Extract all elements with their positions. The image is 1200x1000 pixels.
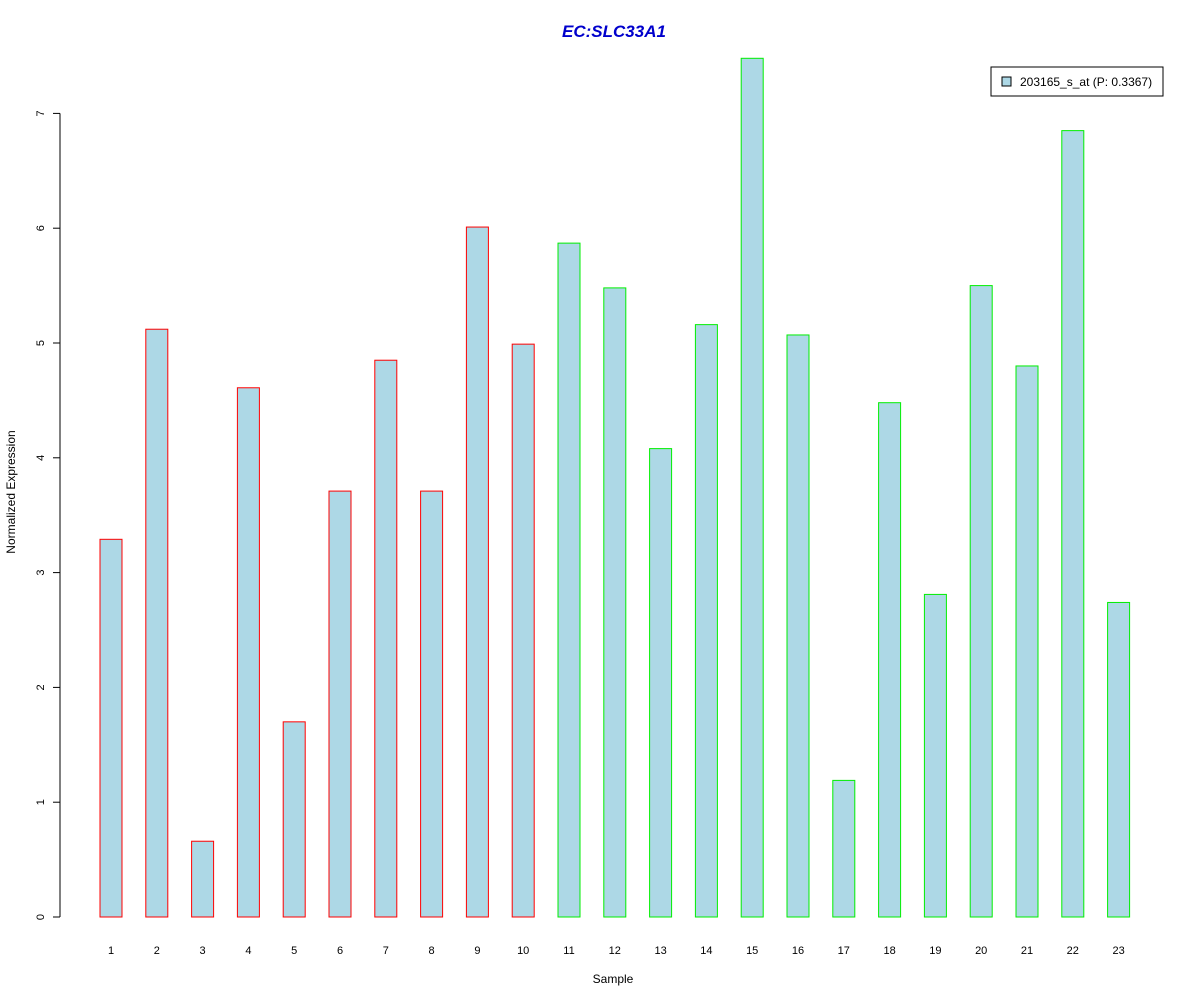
x-tick-label: 5 bbox=[291, 945, 297, 957]
bar-sample-13 bbox=[649, 448, 673, 918]
bar-sample-7 bbox=[374, 359, 398, 918]
bar-sample-17 bbox=[832, 779, 856, 918]
legend: 203165_s_at (P: 0.3367) bbox=[990, 66, 1164, 97]
bar-sample-21 bbox=[1015, 365, 1039, 918]
bar-sample-18 bbox=[878, 402, 902, 918]
x-axis: 1 2 3 4 5 6 7 8 9 10 11 12 13 14 15 16 17 18 19 20 21 22 23 bbox=[108, 945, 1125, 957]
bar-sample-3 bbox=[191, 840, 215, 918]
bar-sample-20 bbox=[969, 285, 993, 918]
y-tick-label: 1 bbox=[35, 799, 47, 805]
x-tick-label: 23 bbox=[1112, 945, 1124, 957]
x-tick-label: 11 bbox=[563, 945, 574, 957]
x-tick-label: 17 bbox=[838, 945, 850, 957]
bar-sample-11 bbox=[557, 242, 581, 918]
bar-sample-2 bbox=[145, 328, 169, 918]
bars bbox=[99, 57, 1131, 918]
x-tick-label: 14 bbox=[700, 945, 712, 957]
x-tick-label: 9 bbox=[474, 945, 480, 957]
bar-sample-9 bbox=[465, 226, 489, 918]
legend-box bbox=[990, 66, 1164, 97]
x-axis-title: Sample bbox=[593, 972, 634, 986]
x-tick-label: 6 bbox=[337, 945, 343, 957]
y-tick-label: 7 bbox=[35, 110, 47, 116]
legend-label: 203165_s_at (P: 0.3367) bbox=[1020, 75, 1152, 89]
bar-sample-22 bbox=[1061, 130, 1085, 918]
x-tick-label: 15 bbox=[746, 945, 758, 957]
x-tick-label: 13 bbox=[654, 945, 666, 957]
y-tick-label: 3 bbox=[35, 570, 47, 576]
x-tick-label: 3 bbox=[200, 945, 206, 957]
x-tick-label: 21 bbox=[1021, 945, 1033, 957]
bar-sample-8 bbox=[420, 490, 444, 918]
x-tick-label: 12 bbox=[609, 945, 621, 957]
y-tick-label: 6 bbox=[35, 225, 47, 231]
bar-sample-6 bbox=[328, 490, 352, 918]
y-tick-label: 5 bbox=[35, 340, 47, 346]
chart-title: EC:SLC33A1 bbox=[562, 22, 666, 41]
bar-sample-1 bbox=[99, 538, 123, 918]
legend-swatch bbox=[1001, 76, 1012, 87]
x-tick-label: 4 bbox=[245, 945, 251, 957]
x-tick-label: 2 bbox=[154, 945, 160, 957]
x-tick-label: 22 bbox=[1067, 945, 1079, 957]
bar-sample-4 bbox=[236, 387, 260, 918]
x-tick-label: 1 bbox=[108, 945, 114, 957]
y-axis-title: Normalized Expression bbox=[4, 430, 18, 553]
x-tick-label: 7 bbox=[383, 945, 389, 957]
bar-sample-5 bbox=[282, 721, 306, 918]
bar-sample-14 bbox=[694, 324, 718, 918]
bar-sample-16 bbox=[786, 334, 810, 918]
y-tick-label: 2 bbox=[35, 684, 47, 690]
x-tick-label: 16 bbox=[792, 945, 804, 957]
bar-sample-23 bbox=[1107, 601, 1131, 918]
y-tick-label: 0 bbox=[35, 914, 47, 920]
bar-sample-12 bbox=[603, 287, 627, 918]
bar-sample-19 bbox=[923, 593, 947, 918]
x-tick-label: 10 bbox=[517, 945, 529, 957]
x-tick-label: 19 bbox=[929, 945, 941, 957]
x-tick-label: 20 bbox=[975, 945, 987, 957]
y-tick-label: 4 bbox=[35, 455, 47, 461]
bar-sample-10 bbox=[511, 343, 535, 918]
x-tick-label: 8 bbox=[429, 945, 435, 957]
y-axis: 0 1 2 3 4 5 6 7 bbox=[35, 110, 61, 920]
bar-sample-15 bbox=[740, 57, 764, 918]
x-tick-label: 18 bbox=[883, 945, 895, 957]
